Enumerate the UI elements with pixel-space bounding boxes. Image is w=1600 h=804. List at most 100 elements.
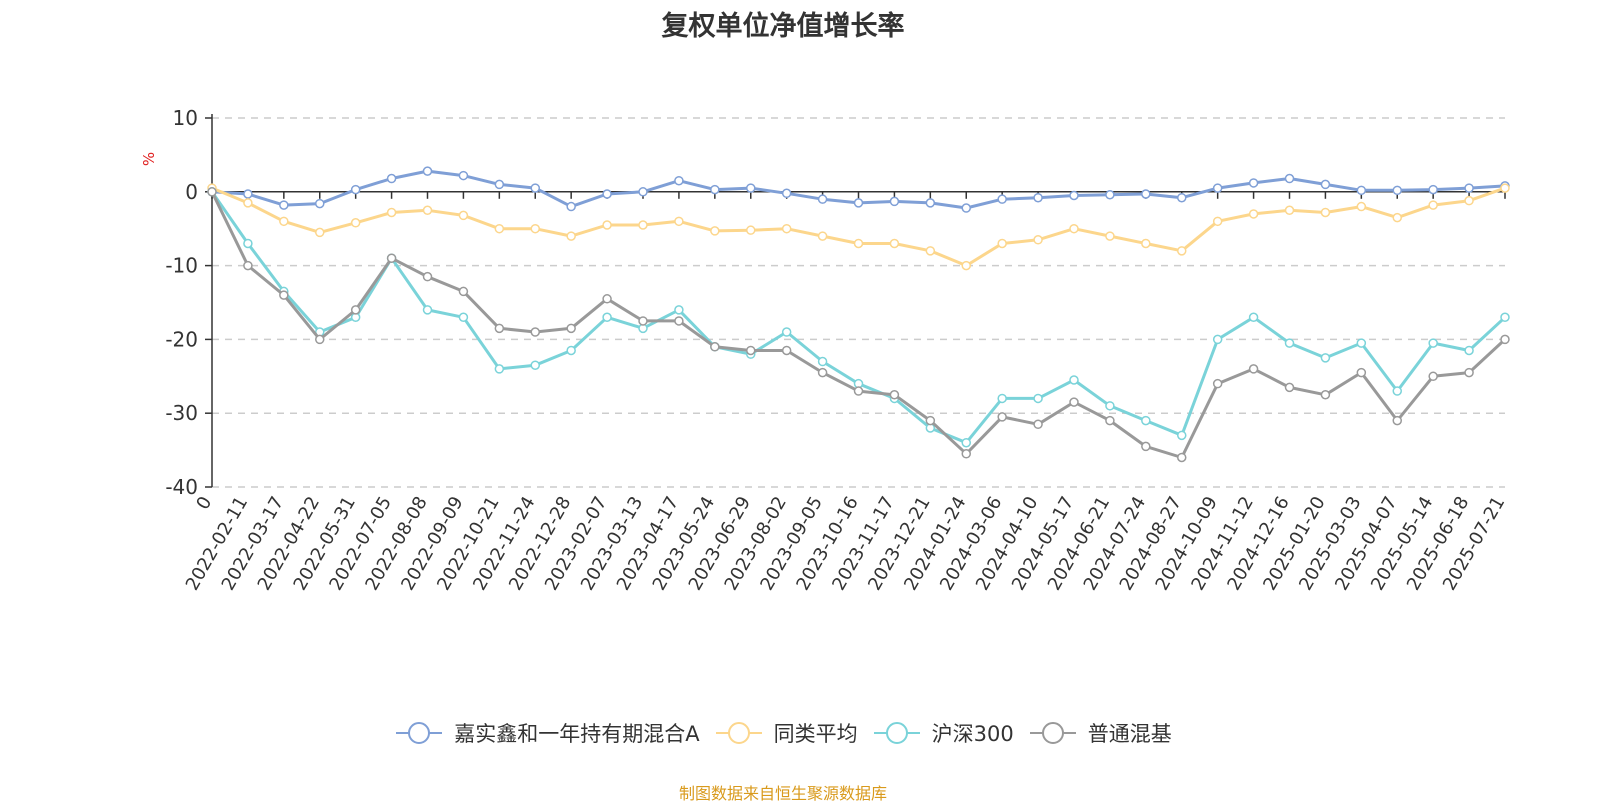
- legend-item[interactable]: 沪深300: [872, 718, 1014, 748]
- series-point-3: [638, 316, 648, 326]
- series-point-0: [279, 200, 289, 210]
- series-point-0: [781, 188, 792, 199]
- series-point-2: [458, 312, 469, 323]
- series-point-2: [243, 238, 253, 249]
- series-point-0: [243, 189, 253, 199]
- legend-marker-icon: [873, 722, 920, 744]
- series-point-1: [1356, 201, 1367, 212]
- series-point-2: [961, 437, 971, 448]
- series-point-1: [494, 223, 505, 234]
- series-point-2: [566, 345, 576, 356]
- series-point-3: [350, 305, 361, 315]
- series-point-1: [746, 225, 756, 235]
- series-point-0: [853, 198, 864, 208]
- series-point-2: [530, 360, 540, 370]
- legend-item[interactable]: 同类平均: [714, 718, 858, 748]
- series-point-1: [1320, 207, 1331, 218]
- series-point-1: [566, 231, 576, 241]
- series-point-0: [1248, 178, 1259, 188]
- data-source-footer: 制图数据来自恒生聚源数据库: [678, 784, 887, 803]
- series-point-0: [674, 175, 684, 186]
- series-point-2: [1105, 401, 1115, 411]
- series-point-3: [1500, 334, 1510, 345]
- series-point-3: [1105, 415, 1115, 426]
- series-point-3: [1284, 382, 1295, 393]
- series-point-1: [674, 216, 684, 227]
- series-point-2: [1177, 430, 1187, 441]
- series-point-3: [710, 342, 720, 352]
- series-point-1: [1428, 200, 1438, 210]
- legend-label: 普通混基: [1087, 722, 1172, 746]
- series-point-0: [566, 201, 576, 212]
- series-point-1: [889, 238, 900, 249]
- series-point-2: [1141, 415, 1151, 426]
- legend-item[interactable]: 嘉实鑫和一年持有期混合A: [394, 718, 700, 748]
- series-point-1: [1033, 235, 1043, 245]
- series-point-1: [386, 207, 397, 218]
- legend-marker-icon: [715, 722, 762, 744]
- series-point-2: [817, 356, 828, 367]
- series-point-3: [279, 290, 289, 300]
- series-point-1: [638, 220, 648, 230]
- chart-title: 复权单位净值增长率: [661, 11, 905, 42]
- series-point-0: [494, 179, 505, 190]
- legend-label: 同类平均: [773, 722, 858, 746]
- series-point-0: [602, 189, 612, 199]
- series-point-1: [961, 260, 971, 271]
- series-point-0: [386, 173, 397, 184]
- series-point-0: [1428, 184, 1438, 195]
- series-line-2: [210, 190, 1507, 445]
- series-point-1: [1212, 216, 1223, 227]
- series-point-3: [566, 323, 576, 334]
- series-point-1: [1069, 223, 1079, 234]
- series-point-1: [925, 246, 936, 256]
- series-point-0: [530, 183, 540, 193]
- series-point-3: [674, 316, 684, 326]
- series-point-2: [494, 364, 505, 374]
- series-point-1: [853, 238, 864, 249]
- series-point-0: [1141, 189, 1151, 199]
- legend-item[interactable]: 普通混基: [1028, 718, 1172, 748]
- series-point-1: [1248, 209, 1259, 219]
- series-point-3: [530, 327, 540, 337]
- series-point-0: [746, 183, 756, 193]
- chart-legend[interactable]: 嘉实鑫和一年持有期混合A 同类平均 沪深300 普通混基: [0, 718, 1566, 748]
- series-point-0: [1177, 192, 1187, 203]
- series-point-0: [1033, 192, 1043, 203]
- series-point-2: [1464, 345, 1474, 356]
- series-point-0: [315, 198, 325, 209]
- series-point-0: [997, 194, 1007, 204]
- series-point-2: [1284, 338, 1295, 348]
- series-point-3: [1320, 390, 1331, 400]
- y-tick-label: 0: [185, 180, 198, 204]
- series-line-3: [210, 191, 1507, 459]
- series-point-3: [207, 187, 217, 197]
- series-point-2: [602, 312, 612, 323]
- series-point-0: [1356, 185, 1367, 196]
- y-tick-label: -10: [165, 254, 198, 278]
- series-point-3: [997, 412, 1007, 422]
- series-point-3: [422, 271, 433, 282]
- series-point-2: [1033, 393, 1043, 404]
- series-point-0: [1320, 179, 1331, 190]
- series-point-0: [925, 198, 936, 208]
- series-point-2: [1356, 338, 1367, 348]
- series-point-3: [315, 334, 325, 345]
- series-point-3: [1464, 367, 1474, 378]
- series-point-3: [494, 323, 505, 334]
- series-point-1: [781, 223, 792, 234]
- series-point-1: [458, 210, 469, 221]
- series-point-1: [997, 238, 1007, 249]
- series-point-3: [1392, 415, 1402, 426]
- y-tick-label: -20: [165, 327, 198, 351]
- series-point-1: [1105, 231, 1115, 241]
- series-point-3: [1141, 441, 1151, 452]
- series-point-0: [458, 170, 469, 181]
- series-point-2: [1428, 338, 1438, 348]
- series-point-3: [1033, 419, 1043, 430]
- series-point-3: [1212, 378, 1223, 389]
- series-point-0: [1069, 190, 1079, 201]
- y-tick-label: -30: [165, 401, 198, 425]
- series-point-1: [1464, 195, 1474, 206]
- x-tick-label: 0: [192, 493, 216, 513]
